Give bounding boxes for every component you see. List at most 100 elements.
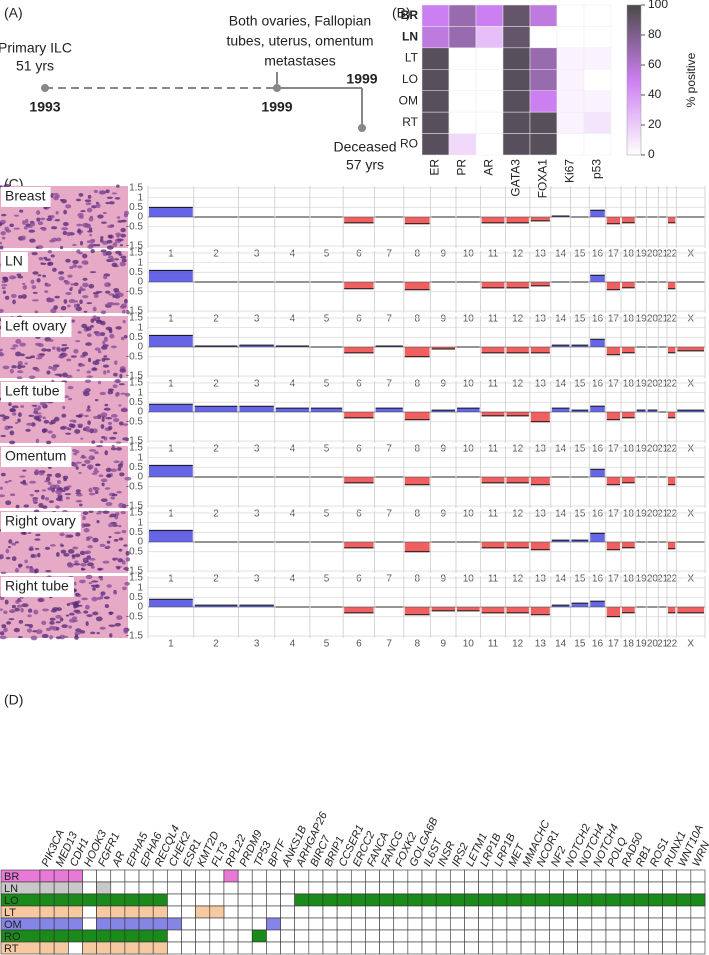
nucleus (21, 235, 26, 241)
nucleus (0, 486, 3, 490)
chromosome-label: 1 (168, 639, 174, 650)
event-year: 1993 (29, 99, 60, 115)
grid-cell (251, 941, 267, 955)
grid-cell (435, 917, 451, 931)
nucleus (124, 476, 132, 481)
grid-cell (676, 905, 692, 919)
nucleus (92, 360, 100, 366)
nucleus (65, 496, 70, 500)
nucleus (100, 478, 108, 483)
copy-number-bar (530, 217, 550, 221)
nucleus (64, 346, 70, 350)
chromosome-label: 8 (414, 639, 420, 650)
heatmap-cell (502, 69, 531, 91)
nucleus (0, 352, 5, 357)
chromosome-label: X (687, 574, 694, 585)
heatmap-cell (421, 90, 450, 113)
heatmap-cell (529, 26, 558, 49)
nucleus (60, 426, 66, 430)
nucleus (20, 353, 25, 357)
nucleus (87, 562, 94, 567)
nucleus (22, 285, 28, 290)
chromosome-label: 7 (386, 444, 392, 455)
chromosome-label: 16 (592, 379, 604, 390)
grid-cell (563, 917, 578, 931)
sample-label: Right ovary (5, 513, 76, 529)
nucleus (100, 238, 104, 243)
heatmap-cell (583, 47, 612, 70)
grid-cell (308, 881, 324, 895)
grid-cell (251, 869, 267, 883)
nucleus (5, 229, 12, 233)
nucleus (26, 628, 33, 633)
nucleus (25, 356, 32, 359)
nucleus (90, 631, 96, 635)
nucleus (120, 255, 127, 259)
nucleus (86, 302, 93, 305)
chromosome-label: 7 (386, 574, 392, 585)
grid-cell (195, 893, 211, 907)
y-tick-label: 0.5 (129, 332, 143, 343)
grid-cell (308, 929, 324, 943)
copy-number-bar (551, 408, 570, 412)
mutation-cell (294, 893, 310, 907)
grid-cell (167, 881, 182, 895)
nucleus (46, 298, 54, 303)
heatmap-cell (556, 4, 585, 27)
grid-cell (577, 929, 593, 943)
grid-cell (421, 881, 437, 895)
chromosome-label: 17 (608, 574, 620, 585)
nucleus (19, 209, 24, 213)
copy-number-bar (344, 607, 374, 613)
grid-cell (350, 929, 366, 943)
nucleus (94, 467, 98, 472)
nucleus (22, 469, 27, 472)
nucleus (80, 210, 86, 213)
copy-number-bar (239, 605, 274, 607)
nucleus (96, 320, 103, 324)
nucleus (115, 441, 122, 444)
row-label: BR (401, 8, 419, 22)
nucleus (60, 305, 67, 311)
nucleus (75, 306, 82, 312)
nucleus (7, 425, 14, 429)
chromosome-label: 20 (647, 574, 659, 585)
nucleus (48, 487, 54, 491)
grid-cell (167, 941, 182, 955)
heatmap-cell (502, 111, 531, 134)
grid-cell (407, 881, 423, 895)
nucleus (2, 276, 8, 279)
nucleus (68, 397, 73, 401)
nucleus (108, 611, 113, 616)
mutation-cell (124, 941, 140, 955)
nucleus (29, 238, 36, 243)
grid-cell (591, 917, 607, 931)
nucleus (102, 364, 110, 368)
nucleus (45, 570, 52, 573)
nucleus (90, 325, 94, 328)
mutation-cell (365, 893, 380, 907)
chromosome-label: 15 (574, 444, 586, 455)
grid-cell (619, 881, 635, 895)
heatmap-cell (475, 133, 504, 156)
grid-cell (506, 941, 522, 955)
nucleus (66, 231, 71, 237)
chromosome-label: 17 (608, 639, 620, 650)
copy-number-bar (530, 542, 550, 550)
mutation-cell (110, 941, 126, 955)
nucleus (30, 635, 38, 641)
event-text: Primary ILC (0, 40, 72, 56)
chromosome-label: 13 (535, 314, 547, 325)
grid-cell (676, 917, 692, 931)
grid-cell (534, 929, 550, 943)
nucleus (123, 298, 128, 304)
nucleus (14, 567, 19, 573)
mutation-cell (39, 869, 55, 883)
grid-cell (407, 941, 423, 955)
nucleus (97, 350, 102, 354)
nucleus (82, 253, 88, 259)
nucleus (41, 227, 47, 231)
chromosome-label: 13 (535, 574, 547, 585)
grid-cell (506, 905, 522, 919)
grid-cell (167, 869, 182, 883)
